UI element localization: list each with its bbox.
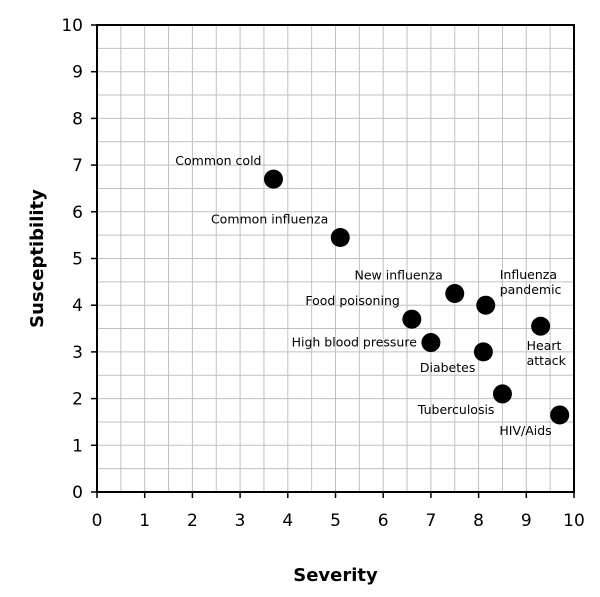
x-tick-label: 2 xyxy=(187,511,198,531)
data-point-label-line: Common influenza xyxy=(211,211,328,226)
x-tick-label: 6 xyxy=(378,511,389,531)
x-axis-title: Severity xyxy=(293,565,378,586)
x-tick-label: 1 xyxy=(139,511,150,531)
data-point-labels: Common cold Common influenza New influenza… xyxy=(175,153,566,438)
x-tick-label: 4 xyxy=(282,511,293,531)
data-point-label: HIV/Aids xyxy=(499,423,551,438)
data-point xyxy=(421,333,441,353)
x-tick-label: 5 xyxy=(330,511,341,531)
data-point-label: High blood pressure xyxy=(292,335,418,350)
y-axis-title: Susceptibility xyxy=(27,189,48,328)
y-tick-label: 5 xyxy=(72,250,83,270)
data-point-label-line: pandemic xyxy=(500,282,562,297)
y-tick-label: 10 xyxy=(61,16,83,36)
y-tick-label: 2 xyxy=(72,390,83,410)
y-tick-label: 8 xyxy=(72,109,83,129)
x-axis-tick-labels: 0 1 2 3 4 5 6 7 8 9 10 xyxy=(92,492,585,531)
data-point-label-line: New influenza xyxy=(354,268,442,283)
data-point-label: Food poisoning xyxy=(305,293,399,308)
data-point-label-line: Diabetes xyxy=(420,360,476,375)
data-point-label: New influenza xyxy=(354,268,442,283)
minor-gridlines xyxy=(97,25,574,492)
y-tick-label: 0 xyxy=(72,483,83,503)
data-point xyxy=(330,227,350,247)
x-tick-label: 10 xyxy=(563,511,585,531)
data-point-label-line: HIV/Aids xyxy=(499,423,551,438)
x-tick-label: 7 xyxy=(425,511,436,531)
y-tick-label: 7 xyxy=(72,156,83,176)
data-point-label: Common cold xyxy=(175,153,261,168)
data-point xyxy=(550,405,570,425)
data-point-label: Influenza pandemic xyxy=(500,267,562,297)
data-point-label: Diabetes xyxy=(420,360,476,375)
x-tick-label: 3 xyxy=(235,511,246,531)
data-point-label: Heart attack xyxy=(527,338,567,368)
data-point-label-line: Influenza xyxy=(500,267,557,282)
data-point-label: Tuberculosis xyxy=(417,402,495,417)
data-point xyxy=(263,169,283,189)
data-point-label-line: Tuberculosis xyxy=(417,402,495,417)
data-point xyxy=(445,284,465,304)
data-point-label-line: attack xyxy=(527,353,567,368)
data-point xyxy=(473,342,493,362)
x-tick-label: 9 xyxy=(521,511,532,531)
y-tick-label: 6 xyxy=(72,203,83,223)
data-point xyxy=(476,295,496,315)
data-point xyxy=(492,384,512,404)
data-points xyxy=(263,169,570,425)
data-point-label-line: Common cold xyxy=(175,153,261,168)
y-tick-label: 4 xyxy=(72,296,83,316)
data-point-label-line: Food poisoning xyxy=(305,293,399,308)
y-tick-label: 3 xyxy=(72,343,83,363)
y-axis-tick-labels: 0 1 2 3 4 5 6 7 8 9 10 xyxy=(61,16,97,503)
x-tick-label: 0 xyxy=(92,511,103,531)
x-tick-label: 8 xyxy=(473,511,484,531)
y-tick-label: 1 xyxy=(72,436,83,456)
y-tick-label: 9 xyxy=(72,63,83,83)
data-point xyxy=(402,309,422,329)
data-point-label: Common influenza xyxy=(211,211,328,226)
data-point xyxy=(531,316,551,336)
data-point-label-line: High blood pressure xyxy=(292,335,418,350)
data-point-label-line: Heart xyxy=(527,338,562,353)
